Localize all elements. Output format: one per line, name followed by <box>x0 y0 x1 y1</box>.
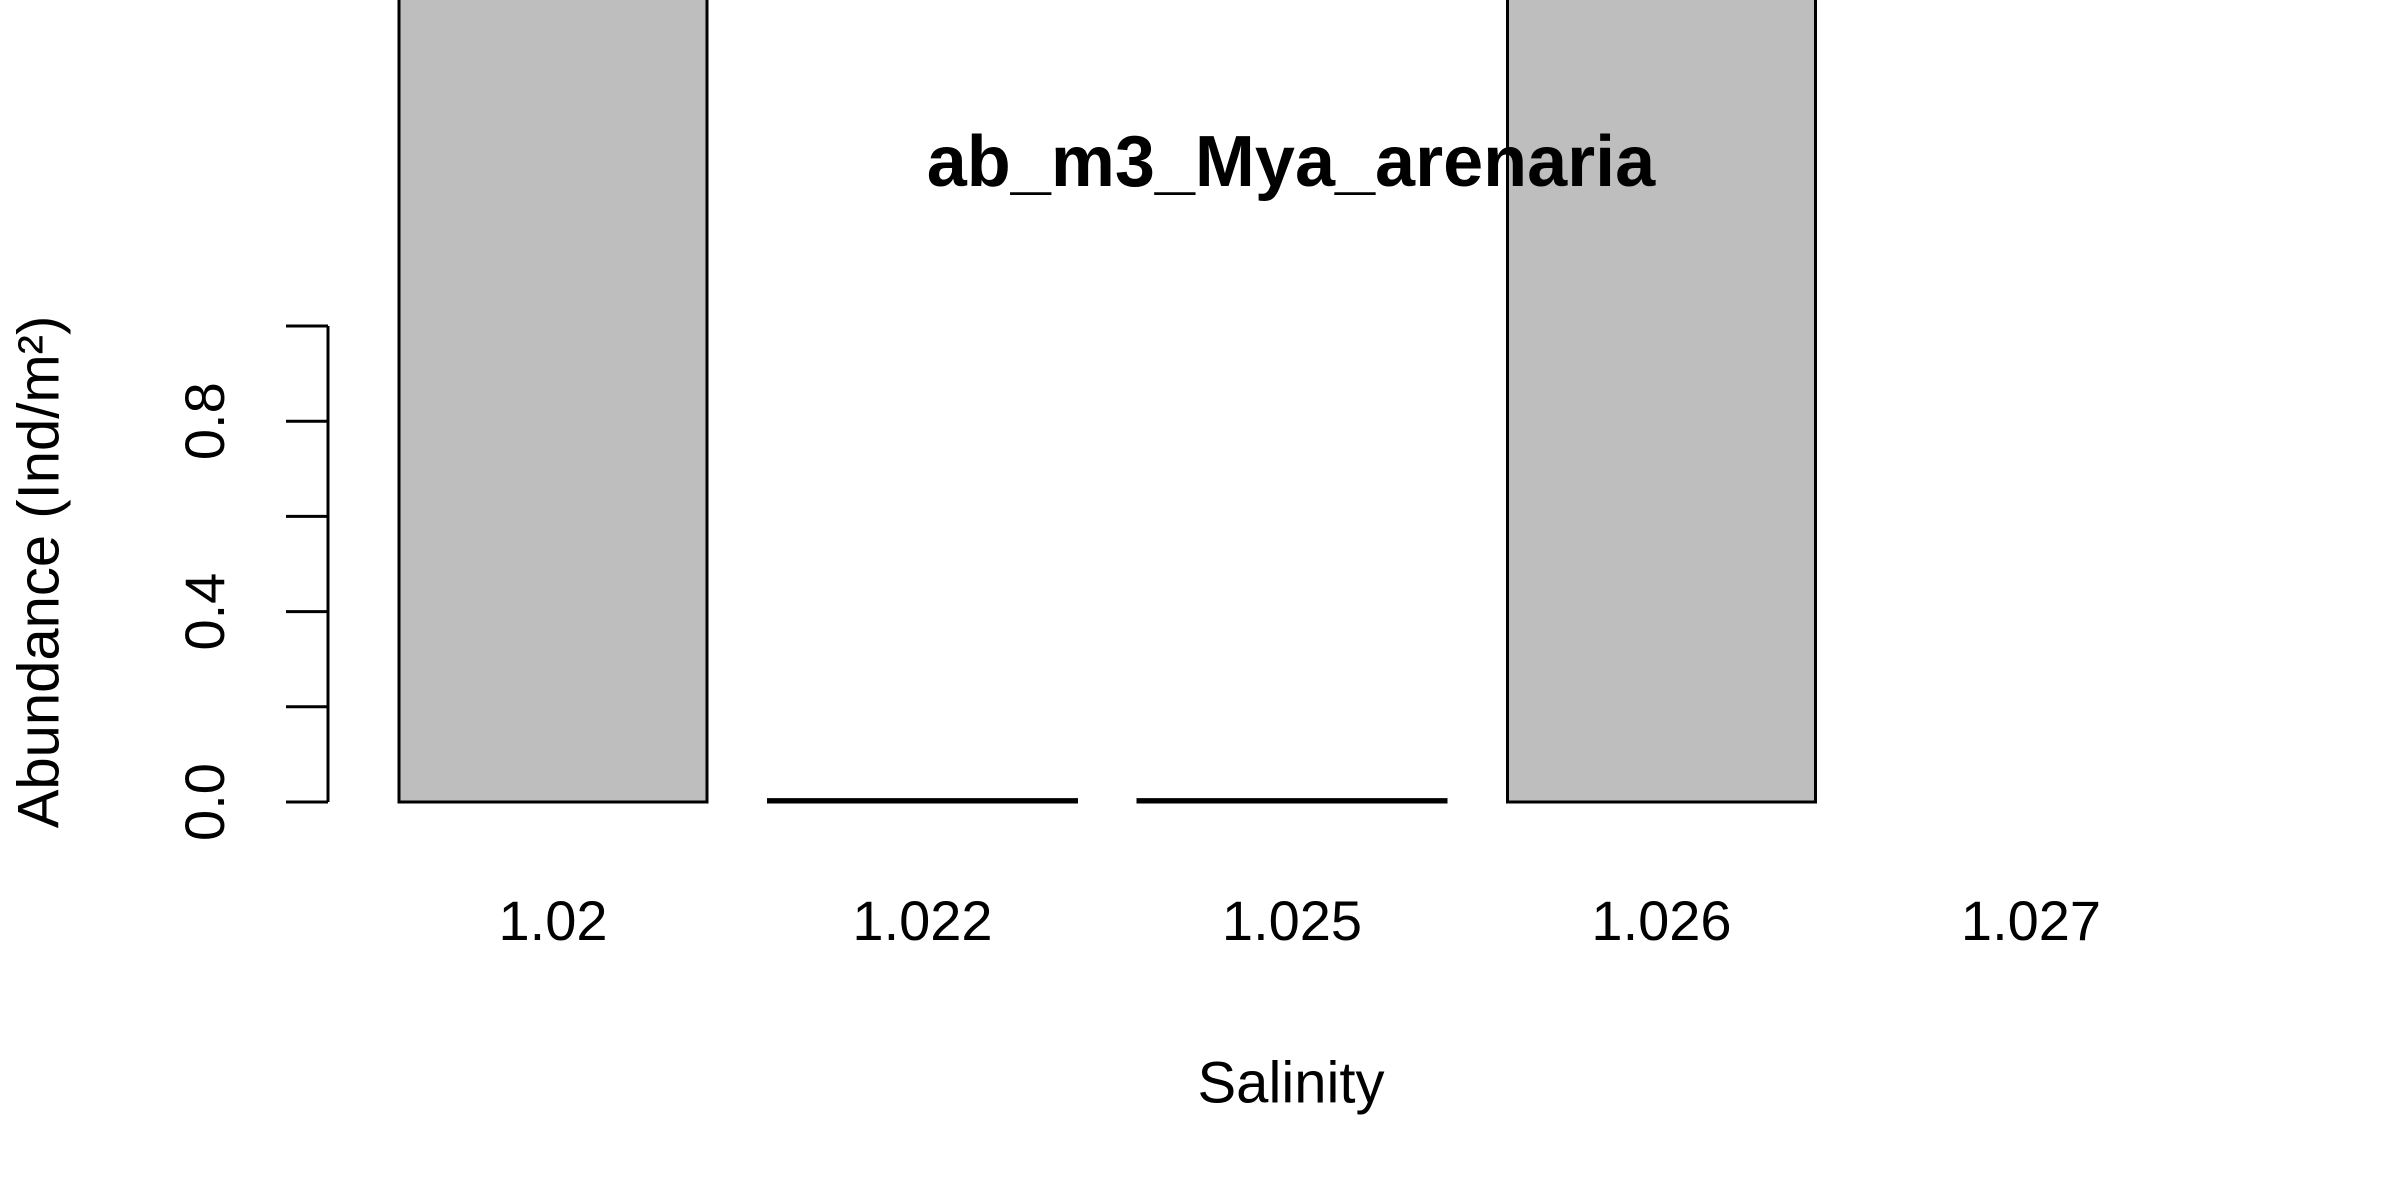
bar <box>1506 0 1817 804</box>
x-axis-label: Salinity <box>1198 1050 1385 1115</box>
x-tick-label: 1.026 <box>1591 889 1731 952</box>
y-tick-label: 0.4 <box>173 573 236 651</box>
y-axis-label: Abundance (Ind/m²) <box>6 316 71 829</box>
x-tick-label: 1.022 <box>852 889 992 952</box>
bars <box>397 0 1817 804</box>
x-tick-label: 1.027 <box>1961 889 2101 952</box>
y-tick-label: 0.8 <box>173 382 236 460</box>
chart-title: ab_m3_Mya_arenaria <box>927 122 1656 202</box>
bar <box>397 0 709 804</box>
y-tick-label: 0.0 <box>173 763 236 841</box>
x-tick-label: 1.02 <box>499 889 608 952</box>
bar <box>767 798 1078 804</box>
x-tick-label: 1.025 <box>1222 889 1362 952</box>
bar <box>1136 798 1448 804</box>
